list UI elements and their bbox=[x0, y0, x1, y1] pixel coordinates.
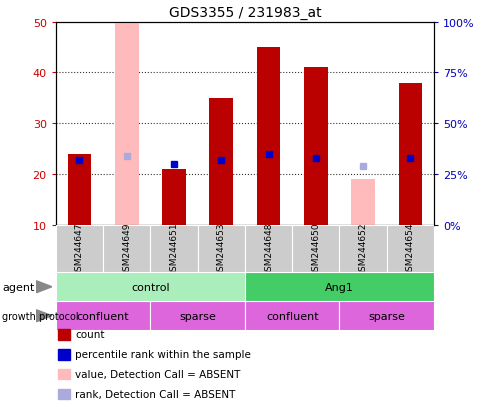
Text: growth protocol: growth protocol bbox=[2, 311, 79, 321]
Bar bbox=[256, 48, 280, 225]
Bar bbox=[56, 273, 244, 301]
Bar bbox=[339, 225, 386, 273]
Bar bbox=[350, 180, 374, 225]
Bar bbox=[56, 225, 103, 273]
Polygon shape bbox=[36, 310, 52, 322]
Text: sparse: sparse bbox=[179, 311, 216, 321]
Bar bbox=[103, 225, 150, 273]
Text: confluent: confluent bbox=[265, 311, 318, 321]
Bar bbox=[244, 225, 291, 273]
Text: control: control bbox=[131, 282, 169, 292]
Text: sparse: sparse bbox=[367, 311, 405, 321]
Text: GSM244647: GSM244647 bbox=[75, 222, 84, 276]
Text: percentile rank within the sample: percentile rank within the sample bbox=[75, 349, 251, 359]
Bar bbox=[197, 225, 244, 273]
Text: GSM244652: GSM244652 bbox=[358, 222, 367, 276]
Bar bbox=[244, 301, 339, 330]
Bar bbox=[150, 301, 244, 330]
Text: count: count bbox=[75, 330, 105, 339]
Bar bbox=[67, 154, 91, 225]
Text: Ang1: Ang1 bbox=[324, 282, 353, 292]
Bar bbox=[303, 68, 327, 225]
Bar bbox=[244, 273, 433, 301]
Bar bbox=[398, 83, 422, 225]
Text: GSM244654: GSM244654 bbox=[405, 222, 414, 276]
Bar bbox=[115, 23, 138, 225]
Bar bbox=[150, 225, 197, 273]
Text: agent: agent bbox=[2, 282, 35, 292]
Text: GSM244651: GSM244651 bbox=[169, 222, 178, 276]
Title: GDS3355 / 231983_at: GDS3355 / 231983_at bbox=[168, 6, 320, 20]
Text: GSM244649: GSM244649 bbox=[122, 222, 131, 276]
Polygon shape bbox=[36, 281, 52, 293]
Text: GSM244650: GSM244650 bbox=[311, 222, 320, 276]
Text: GSM244653: GSM244653 bbox=[216, 222, 226, 276]
Text: GSM244648: GSM244648 bbox=[263, 222, 272, 276]
Bar bbox=[386, 225, 433, 273]
Text: rank, Detection Call = ABSENT: rank, Detection Call = ABSENT bbox=[75, 389, 235, 399]
Text: value, Detection Call = ABSENT: value, Detection Call = ABSENT bbox=[75, 369, 240, 379]
Bar bbox=[209, 99, 233, 225]
Bar bbox=[56, 301, 150, 330]
Text: confluent: confluent bbox=[76, 311, 129, 321]
Bar bbox=[291, 225, 339, 273]
Bar bbox=[339, 301, 433, 330]
Bar bbox=[162, 169, 185, 225]
